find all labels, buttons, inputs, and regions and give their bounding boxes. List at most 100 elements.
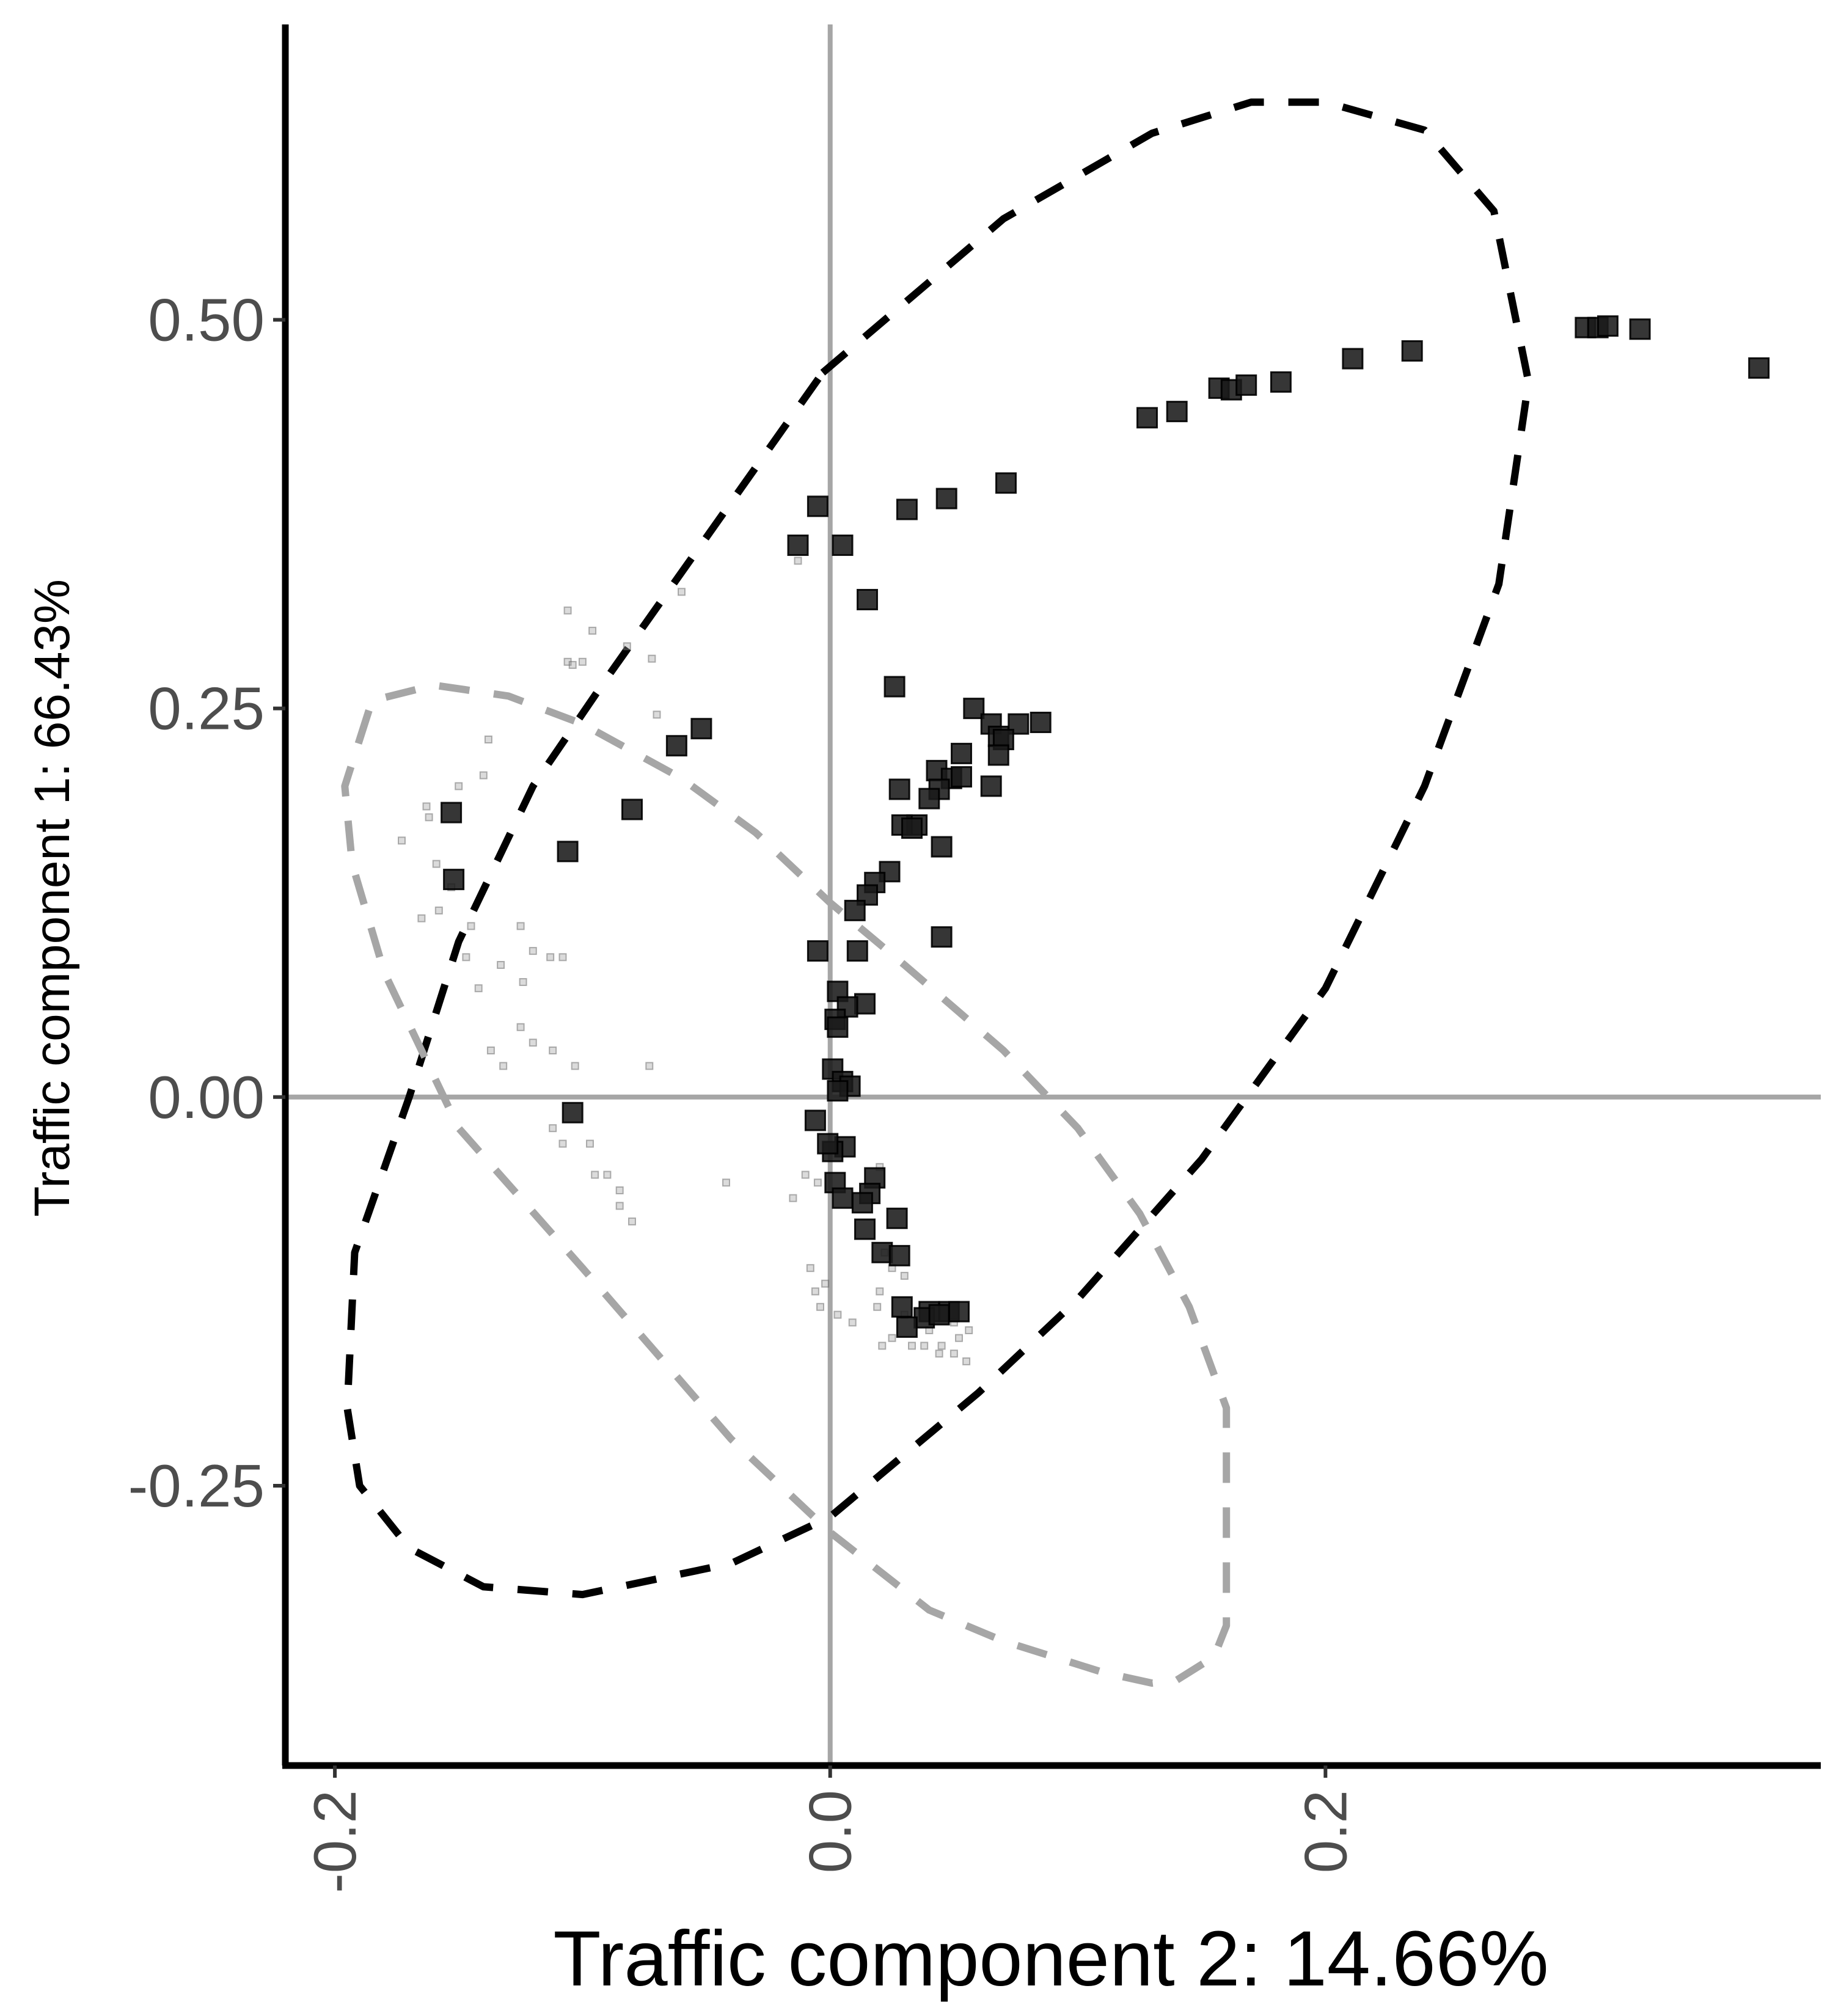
point-large	[1235, 374, 1257, 396]
point-small	[398, 836, 406, 845]
point-small	[586, 1139, 594, 1148]
point-large	[854, 1218, 876, 1240]
point-small	[955, 1334, 963, 1342]
point-large	[951, 742, 972, 764]
point-small	[563, 606, 572, 615]
point-small	[833, 1310, 842, 1319]
point-small	[479, 771, 488, 780]
point-small	[816, 1302, 824, 1311]
y-tick-label: -0.25	[128, 1452, 265, 1519]
point-small	[722, 1178, 730, 1187]
point-large	[931, 836, 953, 858]
point-small	[789, 1194, 797, 1202]
point-small	[549, 1046, 557, 1054]
point-large	[1342, 348, 1364, 370]
point-large	[846, 940, 868, 962]
point-small	[529, 1039, 537, 1047]
point-large	[621, 798, 643, 820]
point-small	[474, 984, 483, 993]
point-small	[529, 947, 537, 955]
point-large	[1629, 318, 1651, 340]
point-small	[546, 953, 555, 962]
point-small	[920, 1342, 929, 1350]
point-large	[896, 499, 918, 520]
x-tick-label: 0.2	[1292, 1790, 1359, 1873]
point-small	[516, 922, 525, 930]
point-small	[962, 1357, 971, 1365]
point-large	[690, 718, 712, 740]
point-small	[467, 922, 475, 930]
point-small	[794, 557, 802, 565]
point-small	[615, 1186, 624, 1194]
point-small	[516, 1023, 525, 1031]
y-tick-label: 0.50	[148, 286, 265, 353]
point-large	[901, 817, 923, 839]
point-large	[948, 1301, 970, 1323]
point-small	[937, 1342, 946, 1350]
point-large	[963, 698, 985, 720]
point-large	[918, 787, 940, 809]
y-tick-label: 0.25	[148, 675, 265, 742]
point-small	[432, 860, 441, 868]
point-large	[1166, 401, 1188, 423]
x-tick-label: -0.2	[301, 1790, 368, 1893]
group-ellipse-2	[341, 681, 1231, 1687]
point-large	[896, 1316, 918, 1338]
point-large	[1136, 407, 1158, 429]
point-small	[821, 1279, 830, 1288]
point-large	[1030, 712, 1052, 733]
point-small	[908, 1342, 916, 1350]
axes	[282, 24, 1821, 1769]
point-large	[1597, 315, 1619, 337]
point-small	[603, 1171, 612, 1179]
point-small	[519, 978, 527, 986]
point-small	[591, 1171, 599, 1179]
point-large	[817, 1133, 839, 1155]
point-small	[558, 953, 567, 962]
point-large	[1270, 371, 1292, 393]
tick-labels: -0.25 0.00 0.25 0.50 -0.2 0.0 0.2	[128, 286, 1359, 1893]
point-large	[1401, 340, 1423, 362]
point-large	[562, 1101, 584, 1123]
confidence-ellipses	[341, 98, 1532, 1687]
point-large	[935, 488, 957, 509]
y-tick-label: 0.00	[148, 1064, 265, 1131]
point-large	[1748, 357, 1770, 379]
point-large	[807, 495, 829, 517]
point-small	[806, 1264, 814, 1273]
point-large	[857, 589, 878, 610]
point-small	[811, 1287, 819, 1296]
point-small	[965, 1326, 973, 1334]
point-small	[876, 1287, 884, 1296]
point-large	[987, 744, 1009, 766]
point-small	[497, 961, 505, 969]
point-small	[422, 802, 431, 811]
point-small	[484, 736, 492, 743]
point-large	[871, 1241, 893, 1263]
point-large	[827, 1080, 849, 1102]
point-small	[425, 813, 433, 822]
point-small	[949, 1349, 958, 1358]
point-large	[854, 993, 876, 1015]
point-small	[558, 1139, 567, 1148]
point-large	[832, 1187, 854, 1209]
point-large	[886, 1207, 908, 1229]
point-small	[645, 1062, 654, 1070]
point-small	[813, 1178, 822, 1187]
point-small	[628, 1217, 636, 1225]
point-small	[549, 1124, 557, 1133]
point-large	[443, 869, 465, 891]
point-small	[486, 1046, 495, 1054]
data-points	[398, 315, 1770, 1365]
point-small	[678, 588, 686, 596]
point-large	[787, 535, 809, 556]
point-large	[851, 1192, 873, 1214]
point-small	[935, 1349, 943, 1358]
point-large	[557, 841, 579, 863]
reference-lines	[285, 24, 1821, 1766]
point-small	[873, 1302, 882, 1311]
point-small	[588, 626, 597, 635]
point-large	[951, 766, 972, 788]
point-large	[807, 940, 829, 962]
